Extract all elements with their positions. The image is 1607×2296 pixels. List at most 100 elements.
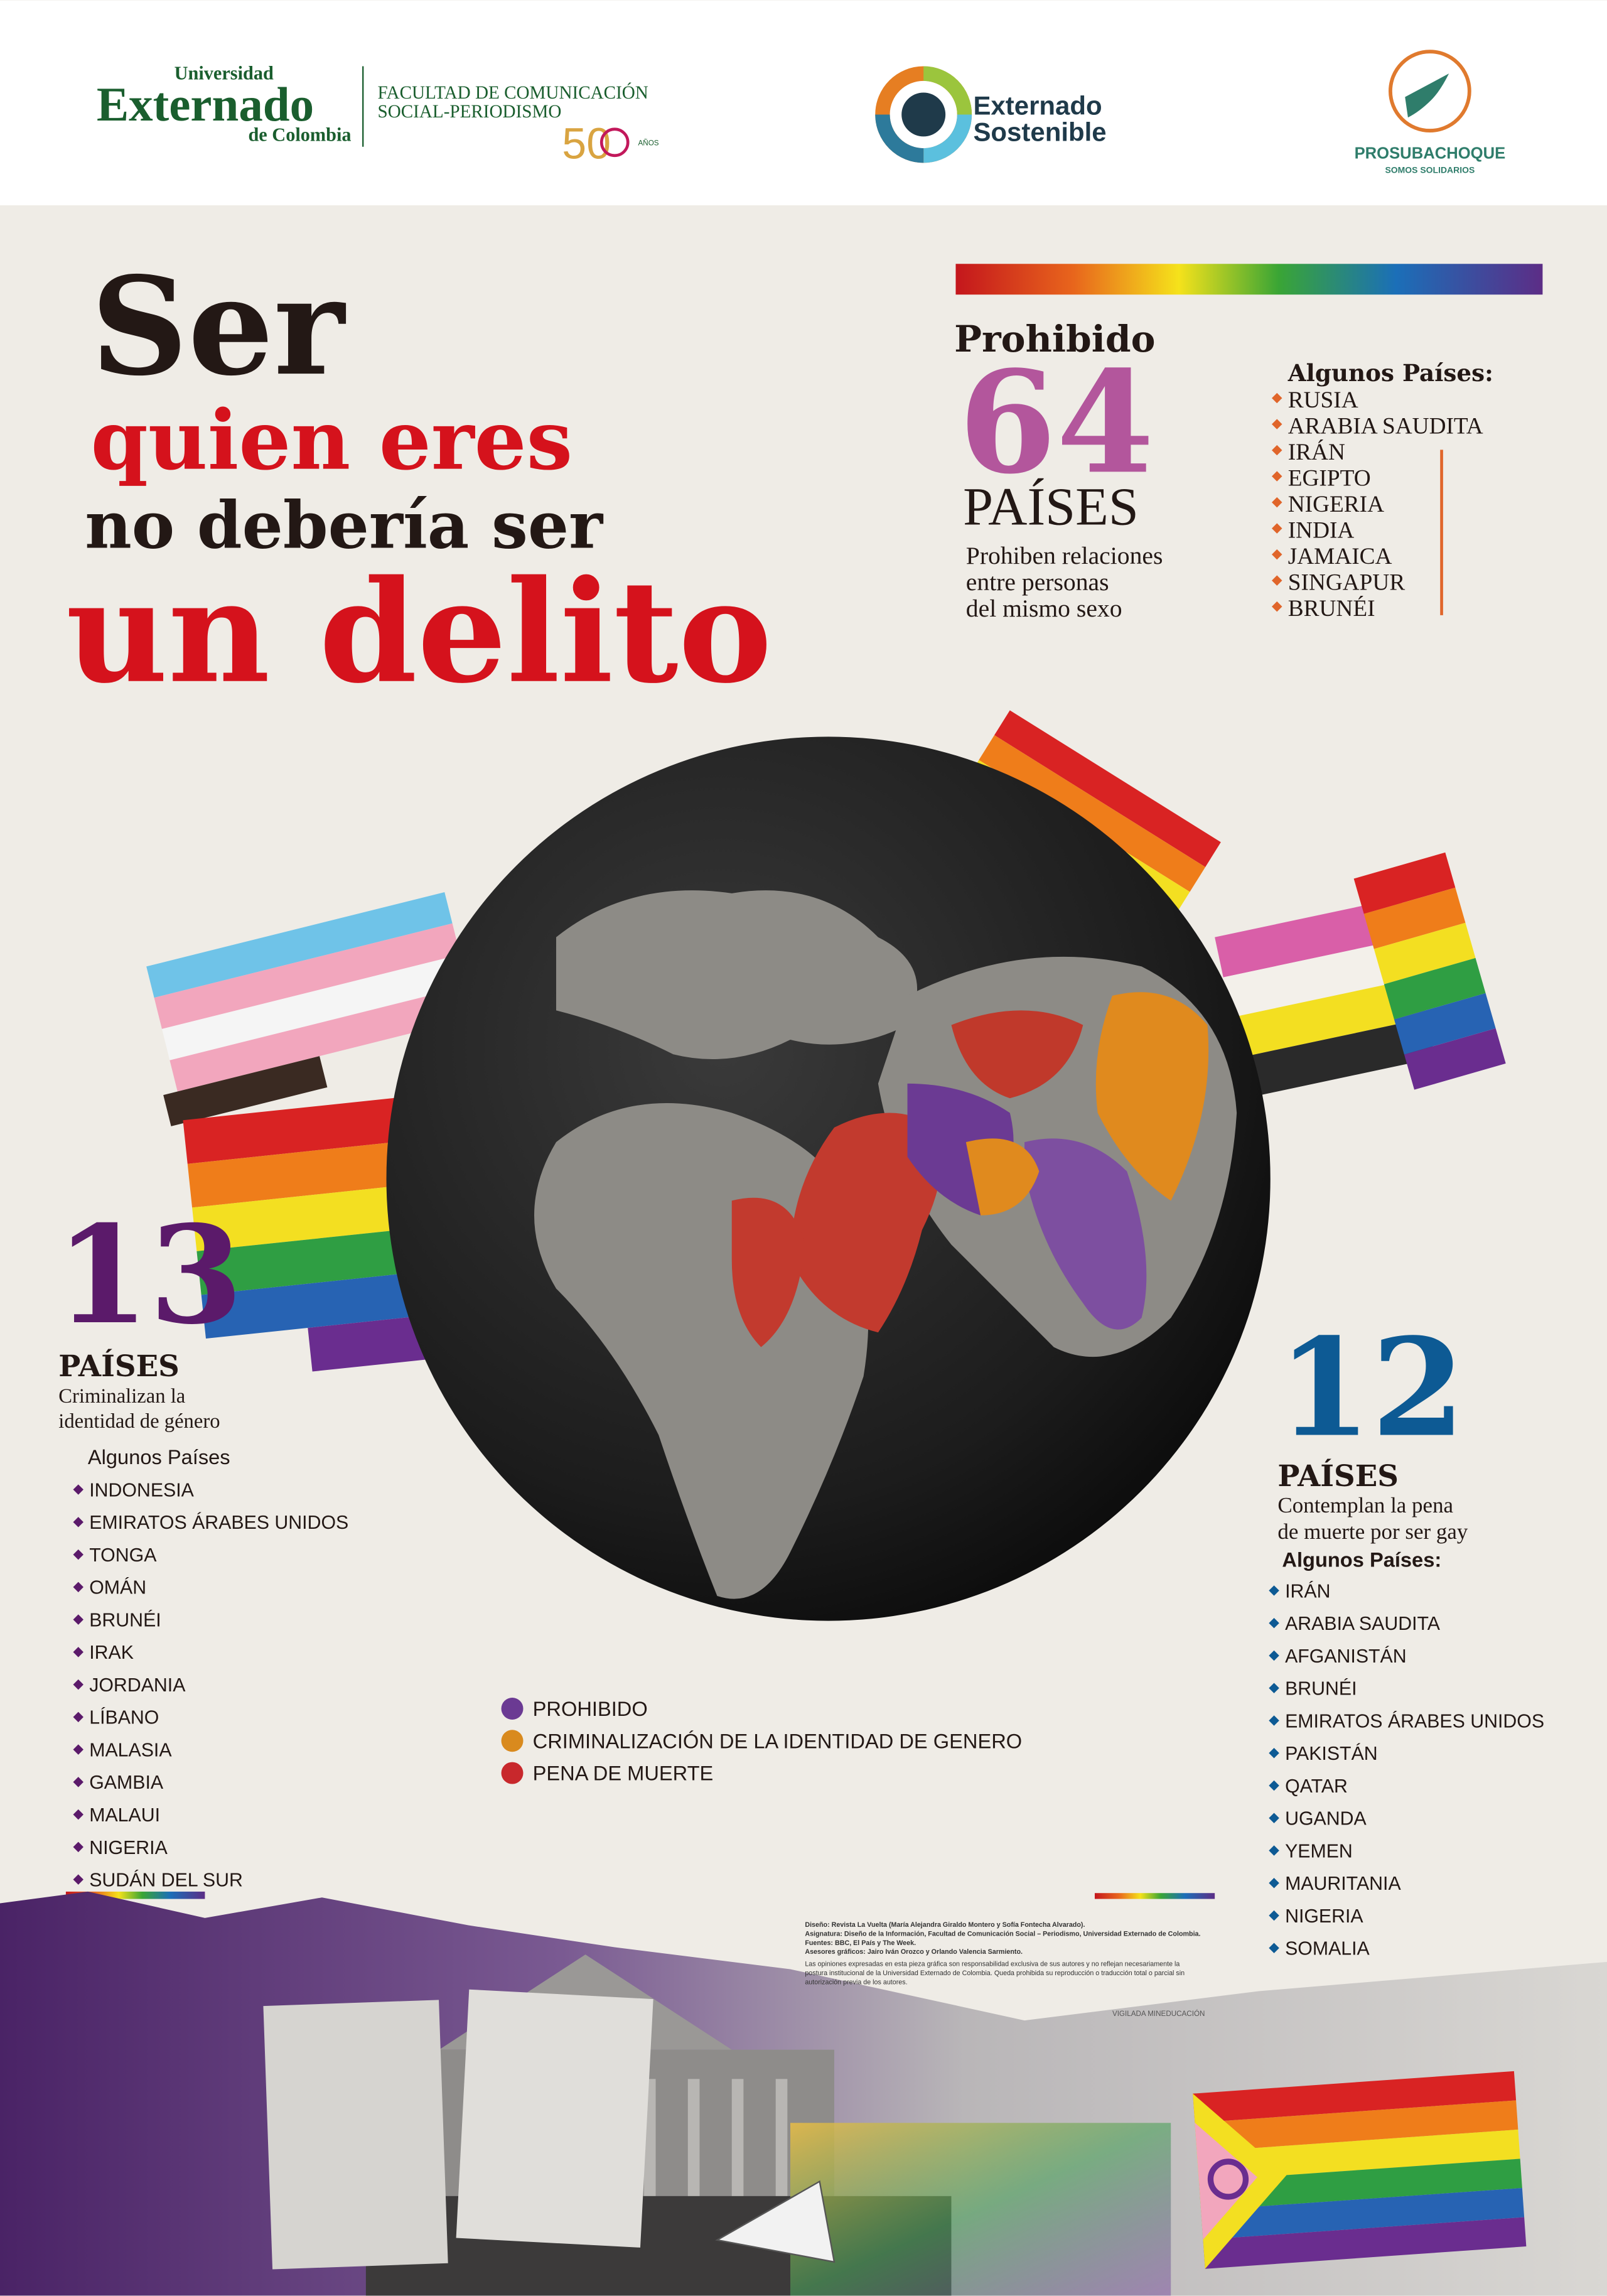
country: BRUNÉI xyxy=(1288,595,1375,622)
country: NIGERIA xyxy=(1288,492,1384,517)
legend-swatch xyxy=(501,1697,524,1720)
bullet xyxy=(73,1744,83,1755)
country: JAMAICA xyxy=(1288,544,1392,569)
country: OMÁN xyxy=(89,1578,146,1598)
country: BRUNÉI xyxy=(1285,1679,1357,1700)
big-number: 12 xyxy=(1277,1308,1465,1467)
bullet xyxy=(1272,575,1282,586)
country: EGIPTO xyxy=(1288,465,1371,491)
anniversary-ring xyxy=(599,127,630,158)
protest-sign xyxy=(456,1989,653,2248)
legend-swatch xyxy=(501,1730,524,1752)
region-criminal xyxy=(1095,992,1209,1201)
bullet xyxy=(1269,1715,1279,1726)
rainbow-bar xyxy=(1094,1893,1215,1899)
rainbow-bar xyxy=(955,264,1543,295)
country: UGANDA xyxy=(1285,1809,1367,1830)
country: LÍBANO xyxy=(89,1708,159,1728)
bullet xyxy=(1272,419,1282,429)
bullet xyxy=(1272,601,1282,612)
country: EMIRATOS ÁRABES UNIDOS xyxy=(89,1512,348,1533)
logo-ring xyxy=(875,114,924,163)
country: QATAR xyxy=(1285,1776,1348,1797)
anniversary-label: AÑOS xyxy=(638,139,659,147)
color-smoke xyxy=(790,2123,1171,2296)
bullet xyxy=(73,1777,83,1787)
bullet xyxy=(1272,523,1282,534)
credit-line: Las opiniones expresadas en esta pieza g… xyxy=(805,1960,1180,1968)
country-list: IRÁN ARABIA SAUDITA AFGANISTÁN BRUNÉI EMIRAT… xyxy=(1269,1581,1544,1959)
region-prohibited xyxy=(1024,1138,1147,1330)
bullet xyxy=(73,1711,83,1723)
country: SINGAPUR xyxy=(1288,569,1405,595)
logo-ring xyxy=(923,66,972,115)
bullet xyxy=(1269,1813,1279,1823)
bullet xyxy=(73,1517,83,1528)
country: YEMEN xyxy=(1285,1841,1353,1862)
title-line: quien eres xyxy=(91,392,573,488)
externado-logo: Universidad Externado de Colombia xyxy=(97,62,352,145)
illustration xyxy=(146,710,1506,1621)
title-line: Ser xyxy=(91,247,347,406)
list-title: Algunos Países: xyxy=(1287,359,1493,387)
unit: PAÍSES xyxy=(1277,1458,1399,1493)
legend-swatch xyxy=(501,1762,524,1784)
big-number: 13 xyxy=(56,1196,243,1354)
title: Ser quien eres no debería ser un delito xyxy=(66,247,772,714)
rainbow-flag-right xyxy=(1353,852,1506,1090)
logo-text: Universidad xyxy=(175,62,274,84)
bullet xyxy=(1269,1617,1279,1629)
sostenible-logo: Externado Sostenible xyxy=(875,66,1107,163)
description-line: entre personas xyxy=(966,568,1109,596)
bullet xyxy=(1269,1845,1279,1856)
bullet xyxy=(1269,1878,1279,1889)
country: IRAK xyxy=(89,1642,134,1663)
country: BRUNÉI xyxy=(89,1610,161,1630)
country: IRÁN xyxy=(1285,1581,1330,1602)
prosubachoque-logo: PROSUBACHOQUE SOMOS SOLIDARIOS xyxy=(1355,50,1505,175)
bullet xyxy=(1272,445,1282,456)
anniversary: 50 xyxy=(562,119,611,168)
bullet xyxy=(1272,471,1282,482)
country: MALASIA xyxy=(89,1740,172,1760)
bottom-scene xyxy=(0,1891,1607,2296)
bullet xyxy=(1269,1683,1279,1693)
title-line: un delito xyxy=(66,549,772,714)
faculty-text: FACULTAD DE COMUNICACIÓN xyxy=(378,82,648,103)
logo-core xyxy=(901,92,946,137)
rainbow-flag-left xyxy=(183,1097,429,1372)
bullet xyxy=(1272,549,1282,560)
country: INDONESIA xyxy=(89,1480,194,1501)
country: AFGANISTÁN xyxy=(1285,1646,1407,1667)
description-line: Contemplan la pena xyxy=(1277,1493,1453,1517)
trans-flag xyxy=(146,892,476,1126)
region-criminal xyxy=(965,1138,1040,1215)
bullet xyxy=(73,1679,83,1690)
bullet xyxy=(73,1874,83,1885)
country: TONGA xyxy=(89,1545,157,1566)
legend-label: PROHIBIDO xyxy=(533,1697,648,1720)
country: ARABIA SAUDITA xyxy=(1285,1614,1441,1634)
bullet xyxy=(1269,1585,1279,1596)
protest-sign xyxy=(263,2000,448,2270)
bullet xyxy=(73,1614,83,1625)
bullet xyxy=(73,1647,83,1657)
header-band xyxy=(0,0,1607,206)
sostenible-text: Externado xyxy=(973,90,1102,120)
description-line: identidad de género xyxy=(58,1410,220,1433)
logo-ring xyxy=(923,114,972,163)
vigilada: VIGILADA MINEDUCACIÓN xyxy=(1112,2010,1205,2018)
region-death xyxy=(731,1197,805,1347)
unit: PAÍSES xyxy=(58,1349,180,1383)
bullet xyxy=(1269,1943,1279,1954)
block-heading: Prohibido xyxy=(954,317,1155,360)
prosubachoque-tagline: SOMOS SOLIDARIOS xyxy=(1385,165,1475,175)
credit-line: postura institucional de la Universidad … xyxy=(805,1970,1185,1977)
continent-europe xyxy=(556,890,918,1060)
rainbow-bar xyxy=(65,1891,205,1899)
country: MALAUI xyxy=(89,1805,160,1826)
credit-line: autorización previa de los autores. xyxy=(805,1978,907,1986)
